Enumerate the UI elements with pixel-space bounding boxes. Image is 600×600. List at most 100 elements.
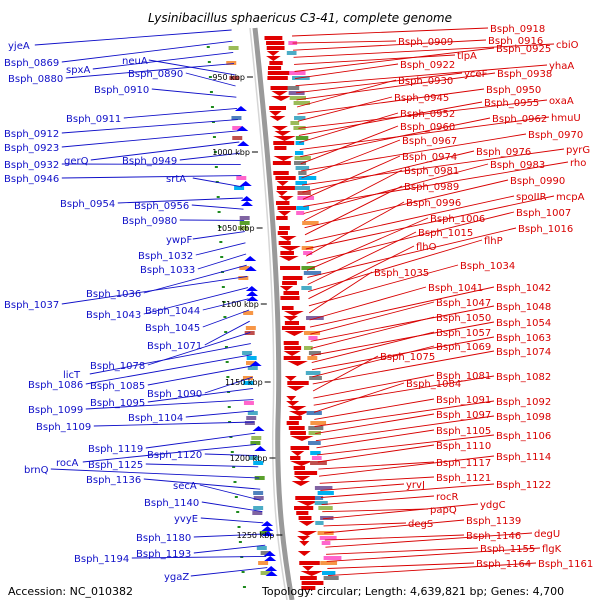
label-connector-left <box>85 354 252 385</box>
forward-feature-arrow <box>241 201 254 206</box>
annotation-block <box>310 461 327 465</box>
kbp-tick-label: 1100 kbp <box>221 300 259 309</box>
gene-label-right: Bsph_1092 <box>496 397 551 408</box>
annotation-block <box>303 271 322 275</box>
label-connector-right <box>292 27 489 37</box>
gc-tick <box>222 301 226 303</box>
label-connector-right <box>295 64 548 87</box>
annotation-block <box>306 411 322 415</box>
gc-tick <box>234 496 238 498</box>
label-connector-right <box>305 195 555 250</box>
label-connector-right <box>299 112 399 143</box>
label-connector-right <box>297 88 485 115</box>
reverse-feature-arrow <box>286 396 297 401</box>
label-connector-left <box>61 275 248 305</box>
annotation-block <box>252 511 263 515</box>
label-connector-left <box>117 197 243 204</box>
reverse-feature <box>294 471 318 475</box>
label-connector-right <box>313 382 405 413</box>
annotation-block <box>308 431 321 435</box>
label-connector-right <box>324 534 465 541</box>
annotation-block <box>308 441 321 445</box>
gene-label-left: Bsph_1078 <box>90 361 145 372</box>
annotation-block <box>232 136 243 140</box>
gene-label-right: flhO <box>416 242 437 253</box>
annotation-block <box>294 186 310 190</box>
reverse-feature <box>287 381 309 385</box>
gene-label-left: Bsph_1071 <box>147 341 202 352</box>
gene-label-left: ywpF <box>166 235 192 246</box>
forward-feature-arrow <box>249 361 262 366</box>
annotation-block <box>302 221 319 225</box>
label-connector-right <box>326 547 541 562</box>
label-connector-left <box>148 59 235 76</box>
annotation-block <box>294 161 307 165</box>
gene-label-right: Bsph_0952 <box>400 109 455 120</box>
reverse-feature-arrow <box>296 501 319 506</box>
gene-label-left: Bsph_1194 <box>74 554 129 565</box>
label-connector-right <box>299 116 550 151</box>
annotation-block <box>232 126 243 130</box>
reverse-feature <box>281 306 294 310</box>
label-connector-left <box>90 141 240 161</box>
gene-label-left: secA <box>173 481 197 492</box>
label-connector-left <box>185 410 255 418</box>
label-connector-right <box>309 286 495 328</box>
gene-label-right: yceF <box>464 69 488 80</box>
gene-label-right: Bsph_1034 <box>460 261 515 272</box>
reverse-feature <box>282 276 303 280</box>
gene-label-left: Bsph_0956 <box>134 201 189 212</box>
gene-label-right: Bsph_1106 <box>496 431 551 442</box>
reverse-feature <box>277 231 288 235</box>
gc-tick <box>242 586 246 588</box>
label-connector-right <box>306 217 429 271</box>
reverse-feature <box>294 506 314 510</box>
label-connector-left <box>192 231 245 240</box>
gene-label-left: brnQ <box>24 465 49 476</box>
gene-label-right: Bsph_0925 <box>496 44 551 55</box>
label-connector-right <box>312 336 495 371</box>
gc-tick <box>227 406 231 408</box>
gene-label-left: Bsph_1045 <box>145 323 200 334</box>
label-connector-left <box>61 175 242 179</box>
gene-label-left: Bsph_0912 <box>4 129 59 140</box>
reverse-feature <box>278 241 291 245</box>
annotation-block <box>247 366 258 370</box>
annotation-block <box>309 376 322 380</box>
annotation-block <box>311 456 322 460</box>
reverse-feature-arrow <box>283 316 298 321</box>
label-connector-right <box>301 133 527 172</box>
gc-tick <box>224 346 228 348</box>
forward-feature-arrow <box>246 296 259 301</box>
annotation-block <box>286 51 297 55</box>
reverse-feature <box>279 226 290 230</box>
reverse-feature-arrow <box>269 111 282 116</box>
reverse-feature <box>290 456 301 460</box>
gc-tick <box>230 451 234 453</box>
gc-tick <box>214 166 218 168</box>
annotation-block <box>236 176 247 180</box>
label-connector-right <box>294 47 495 72</box>
gc-tick <box>208 76 212 78</box>
annotation-block <box>231 116 242 120</box>
label-connector-right <box>303 161 569 207</box>
reverse-feature <box>273 171 289 175</box>
gene-label-right: Bsph_1121 <box>436 473 491 484</box>
annotation-block <box>305 371 321 375</box>
label-connector-left <box>61 119 238 134</box>
annotation-block <box>323 556 342 560</box>
forward-feature-arrow <box>265 571 278 576</box>
reverse-feature <box>282 281 297 285</box>
label-connector-left <box>151 88 237 98</box>
reverse-feature-arrow <box>302 566 314 571</box>
reverse-feature <box>266 41 285 45</box>
label-connector-left <box>145 432 256 449</box>
gene-label-left: Bsph_1085 <box>90 381 145 392</box>
reverse-feature-arrow <box>291 481 311 486</box>
gene-label-right: Bsph_0962 <box>492 114 547 125</box>
label-connector-left <box>179 152 241 161</box>
label-connector-right <box>326 547 479 555</box>
label-connector-right <box>303 169 403 221</box>
gene-label-right: Bsph_1041 <box>428 283 483 294</box>
gc-tick <box>217 211 221 213</box>
